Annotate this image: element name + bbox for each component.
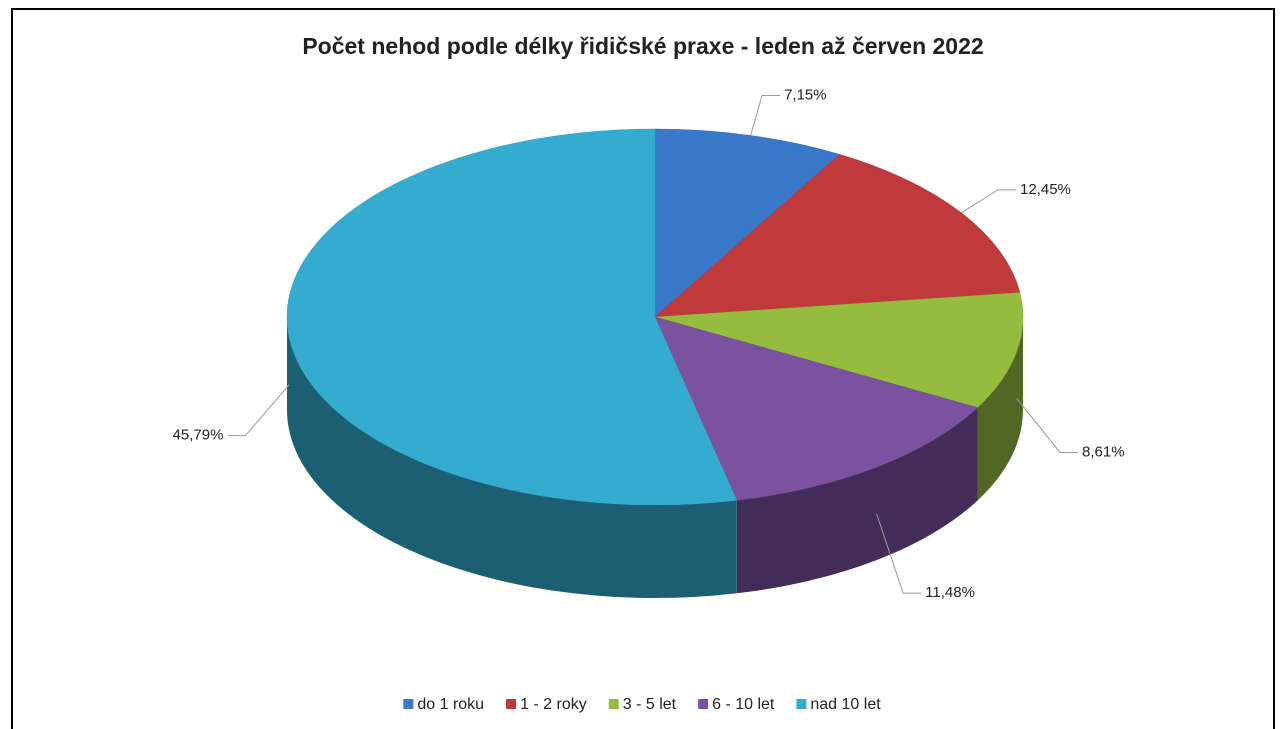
leader-line: [227, 384, 290, 437]
data-label: 11,48%: [925, 584, 975, 601]
leader-line: [1016, 398, 1079, 453]
data-label: 12,45%: [1020, 181, 1071, 198]
legend-label: 6 - 10 let: [712, 696, 775, 713]
leader-line: [750, 95, 781, 136]
legend-label: do 1 roku: [417, 696, 484, 713]
legend-label: nad 10 let: [810, 696, 881, 713]
slice: [654, 316, 978, 501]
leader-line: [876, 513, 922, 594]
slice-side: [287, 317, 737, 598]
slice: [286, 128, 738, 506]
data-label: 7,15%: [784, 86, 827, 103]
leader-line: [960, 189, 1017, 214]
slice: [654, 292, 1024, 408]
slice-side: [977, 317, 1023, 501]
legend-swatch: [403, 699, 414, 709]
legend-swatch: [796, 699, 807, 709]
frame: [11, 8, 1275, 729]
slice-side: [736, 407, 978, 594]
data-label: 8,61%: [1082, 443, 1125, 460]
legend-label: 1 - 2 roky: [520, 696, 587, 713]
legend: do 1 roku 1 - 2 roky 3 - 5 let 6 - 10 let na…: [403, 696, 881, 713]
data-label: 45,79%: [173, 427, 224, 444]
legend-swatch: [698, 699, 709, 709]
slice: [654, 128, 841, 318]
legend-swatch: [506, 699, 517, 709]
legend-swatch: [608, 699, 619, 709]
slice: [654, 154, 1021, 318]
chart-title: Počet nehod podle délky řidičské praxe -…: [302, 33, 983, 59]
legend-label: 3 - 5 let: [623, 696, 677, 713]
